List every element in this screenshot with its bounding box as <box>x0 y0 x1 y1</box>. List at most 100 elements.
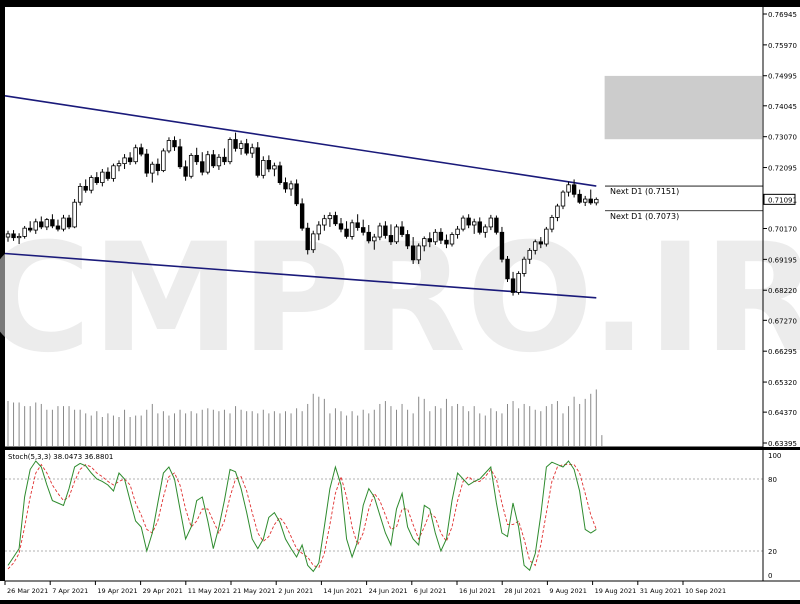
candle-body <box>349 222 355 237</box>
time-tick-label: 14 Jun 2021 <box>323 587 362 595</box>
candle-body <box>316 224 321 235</box>
candle-body <box>122 157 127 164</box>
next-d1-high-label: Next D1 (0.7151) <box>610 187 679 196</box>
candle-body <box>505 258 510 280</box>
candle-body <box>161 150 166 171</box>
candle-body <box>194 154 199 163</box>
candle-body <box>388 235 394 243</box>
price-tick-label: 0.70170 <box>768 226 797 234</box>
time-tick-label: 10 Sep 2021 <box>685 587 726 595</box>
price-axis-bg <box>763 7 800 447</box>
price-tick-label: 0.67270 <box>768 317 797 325</box>
candle-body <box>538 241 543 245</box>
candle-body <box>422 238 427 247</box>
candle-body <box>455 228 460 235</box>
candle-body <box>499 231 505 260</box>
candle-body <box>399 226 405 235</box>
candle-body <box>111 165 116 179</box>
trendline-upper-channel <box>4 95 597 187</box>
candle-body <box>355 222 360 228</box>
candle-body <box>477 221 482 233</box>
candle-body <box>238 143 244 149</box>
time-tick-label: 31 Aug 2021 <box>640 587 682 595</box>
candle-body <box>305 227 310 251</box>
candle-body <box>294 183 299 205</box>
candle-body <box>11 233 16 239</box>
stoch-signal-line <box>7 463 597 570</box>
candle-body <box>133 147 138 163</box>
time-tick-label: 24 Jun 2021 <box>369 587 408 595</box>
candle-body <box>44 219 50 228</box>
candle-body <box>155 163 161 171</box>
price-tick-label: 0.76945 <box>768 11 797 19</box>
candle-body <box>510 278 516 293</box>
candle-body <box>405 234 410 247</box>
candle-body <box>338 223 344 230</box>
candle-body <box>488 217 494 228</box>
candle-body <box>222 156 227 163</box>
candle-body <box>211 154 216 167</box>
price-tick-label: 0.69195 <box>768 256 797 264</box>
stoch-axis-bg <box>763 450 800 581</box>
candle-body <box>227 139 233 163</box>
candle-body <box>205 154 210 173</box>
candle-body <box>27 227 33 231</box>
candle-body <box>394 226 399 243</box>
candle-body <box>244 143 249 154</box>
time-tick-label: 21 May 2021 <box>233 587 275 595</box>
last-price-label: 0.71091 <box>768 196 797 204</box>
time-tick-label: 29 Apr 2021 <box>143 587 183 595</box>
candle-body <box>283 182 288 190</box>
time-tick-label: 11 May 2021 <box>188 587 230 595</box>
candle-body <box>427 238 432 243</box>
time-axis-bg <box>0 581 800 600</box>
watermark: CMPRO.IR <box>0 212 800 386</box>
candle-body <box>150 163 155 174</box>
resistance-zone <box>604 75 762 140</box>
price-tick-label: 0.75970 <box>768 42 797 50</box>
candle-body <box>544 228 549 245</box>
price-tick-label: 0.68220 <box>768 287 797 295</box>
candle-body <box>333 215 338 225</box>
candle-body <box>100 171 105 183</box>
candle-body <box>177 146 183 168</box>
candle-body <box>144 153 149 174</box>
candle-body <box>594 198 599 204</box>
candle-body <box>444 239 449 245</box>
candle-body <box>22 227 27 237</box>
candle-body <box>188 154 194 177</box>
candle-body <box>466 217 471 226</box>
candle-body <box>266 160 272 170</box>
candle-body <box>560 191 566 207</box>
candle-body <box>72 201 77 228</box>
candle-body <box>566 184 571 193</box>
candle-body <box>272 165 277 170</box>
candle-body <box>138 147 144 155</box>
candle-body <box>116 163 122 167</box>
stoch-pane <box>5 450 763 581</box>
candle-body <box>366 231 371 242</box>
candle-body <box>449 234 455 245</box>
candle-body <box>261 160 266 176</box>
candle-body <box>571 184 577 195</box>
candle-body <box>105 171 111 179</box>
time-tick-label: 6 Jul 2021 <box>414 587 447 595</box>
candle-body <box>410 245 416 261</box>
candle-body <box>460 217 466 230</box>
price-tick-label: 0.74995 <box>768 73 797 81</box>
candle-body <box>494 217 499 233</box>
candle-body <box>533 241 538 251</box>
candle-body <box>471 221 477 226</box>
trendlines <box>4 95 597 299</box>
time-tick-label: 16 Jul 2021 <box>459 587 496 595</box>
candle-body <box>360 227 366 233</box>
next-d1-levels: Next D1 (0.7151) Next D1 (0.7073) <box>605 185 763 221</box>
candle-body <box>89 177 94 191</box>
time-tick-label: 28 Jul 2021 <box>504 587 541 595</box>
candles <box>5 132 599 296</box>
candle-body <box>311 233 316 251</box>
time-tick-label: 2 Jun 2021 <box>278 587 313 595</box>
candle-body <box>577 193 582 203</box>
stoch-level-label: 20 <box>768 548 777 556</box>
